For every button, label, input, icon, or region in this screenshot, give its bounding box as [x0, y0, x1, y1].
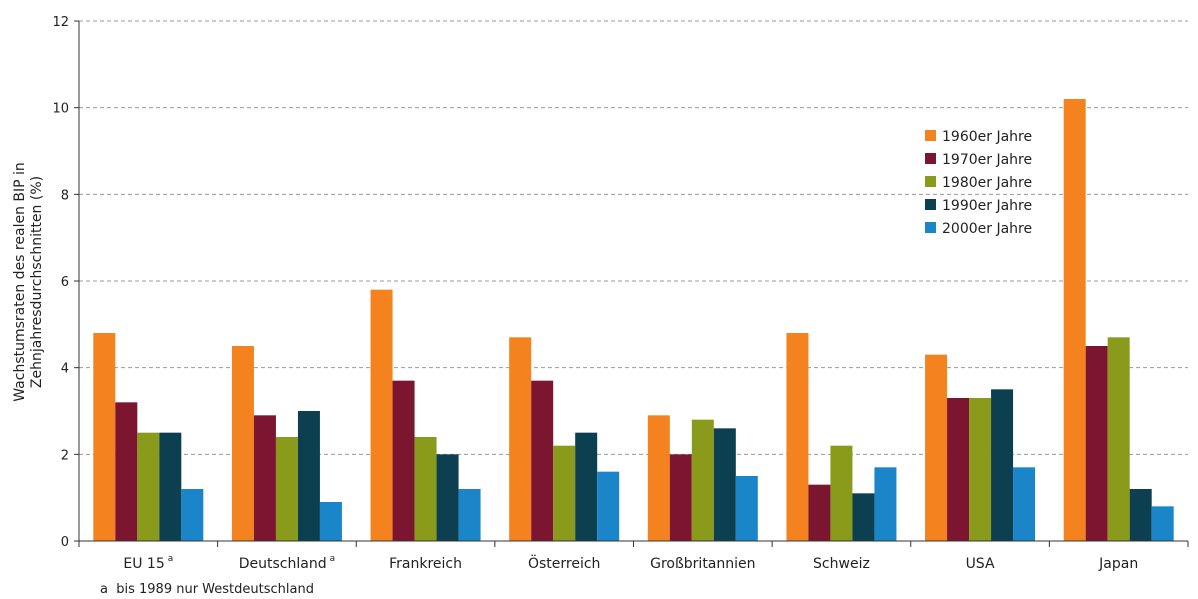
bar-2000er-jahre-5 [874, 467, 897, 541]
bar-2000er-jahre-0 [181, 489, 204, 541]
legend-label: 1990er Jahre [942, 198, 1032, 214]
y-axis-label-line2: Zehnjahresdurchschnitten (%) [29, 176, 45, 388]
legend-swatch [925, 222, 936, 233]
legend-item: 1990er Jahre [925, 198, 1032, 214]
x-category-footnote-marker: a [168, 554, 174, 564]
x-category-name: Großbritannien [650, 556, 755, 572]
y-tick-label: 8 [61, 188, 69, 203]
bar-1970er-jahre-2 [392, 380, 415, 541]
x-category-label: Frankreich [389, 556, 462, 572]
bar-1980er-jahre-2 [414, 437, 437, 541]
bar-1990er-jahre-4 [713, 428, 736, 541]
y-tick-label: 0 [61, 535, 69, 550]
bar-1980er-jahre-1 [275, 437, 298, 541]
bar-1980er-jahre-3 [553, 445, 576, 541]
bar-1970er-jahre-5 [808, 484, 831, 541]
x-category-name: EU 15 [123, 556, 164, 572]
legend-swatch [925, 199, 936, 210]
bar-2000er-jahre-4 [735, 476, 758, 541]
legend-label: 1980er Jahre [942, 175, 1032, 191]
bar-1970er-jahre-6 [947, 398, 970, 541]
bar-1990er-jahre-6 [991, 389, 1014, 541]
legend: 1960er Jahre 1970er Jahre 1980er Jahre 1990… [925, 129, 1032, 237]
legend-swatch [925, 153, 936, 164]
x-category-name: Japan [1098, 556, 1138, 572]
x-category-label: Schweiz [813, 556, 870, 572]
bar-1960er-jahre-3 [509, 337, 532, 541]
x-category-label: USA [966, 556, 995, 572]
x-category-label: Österreich [528, 554, 600, 572]
legend-label: 2000er Jahre [942, 221, 1032, 237]
bar-1990er-jahre-5 [852, 493, 875, 541]
bar-1960er-jahre-6 [925, 354, 948, 541]
legend-item: 1980er Jahre [925, 175, 1032, 191]
x-category-name: Frankreich [389, 556, 462, 572]
legend-label: 1960er Jahre [942, 129, 1032, 145]
bar-1960er-jahre-0 [93, 333, 116, 541]
x-category-footnote-marker: a [330, 554, 336, 564]
bar-1970er-jahre-0 [115, 402, 138, 541]
y-axis-label-line1: Wachstumsraten des realen BIP in [12, 162, 28, 402]
bar-2000er-jahre-3 [597, 471, 620, 541]
bar-1970er-jahre-3 [531, 380, 554, 541]
bar-1970er-jahre-7 [1085, 346, 1108, 541]
bar-1990er-jahre-2 [436, 454, 459, 541]
y-tick-label: 2 [61, 448, 69, 463]
bar-1960er-jahre-5 [786, 333, 809, 541]
y-axis-ticks: 0 2 4 6 8 10 12 [52, 15, 79, 550]
bar-1960er-jahre-2 [370, 289, 393, 541]
legend-label: 1970er Jahre [942, 152, 1032, 168]
x-category-label: Deutschland a [239, 554, 335, 572]
legend-swatch [925, 176, 936, 187]
y-axis-label: Wachstumsraten des realen BIP in Zehnjah… [12, 162, 45, 402]
x-category-name: Schweiz [813, 556, 870, 572]
x-category-name: USA [966, 556, 995, 572]
bar-2000er-jahre-6 [1013, 467, 1036, 541]
y-tick-label: 6 [61, 275, 69, 290]
x-category-label: Japan [1098, 556, 1138, 572]
x-category-label: EU 15 a [123, 554, 173, 572]
bar-1970er-jahre-1 [253, 415, 276, 541]
bar-1990er-jahre-7 [1129, 489, 1152, 541]
bars [93, 99, 1174, 541]
bar-1990er-jahre-3 [575, 432, 598, 541]
bar-1960er-jahre-7 [1063, 99, 1086, 541]
bar-1970er-jahre-4 [669, 454, 692, 541]
bar-1980er-jahre-5 [830, 445, 853, 541]
bar-1990er-jahre-0 [159, 432, 182, 541]
bar-1980er-jahre-4 [691, 419, 714, 541]
y-tick-label: 10 [52, 102, 69, 117]
y-tick-label: 12 [52, 15, 69, 30]
bar-1960er-jahre-4 [647, 415, 670, 541]
bar-2000er-jahre-2 [458, 489, 481, 541]
bar-2000er-jahre-1 [319, 502, 342, 541]
bar-1980er-jahre-0 [137, 432, 160, 541]
x-category-name: Deutschland [239, 556, 327, 572]
legend-item: 1960er Jahre [925, 129, 1032, 145]
legend-item: 2000er Jahre [925, 221, 1032, 237]
bar-1980er-jahre-6 [969, 398, 992, 541]
footnote: a bis 1989 nur Westdeutschland [100, 582, 314, 597]
legend-swatch [925, 130, 936, 141]
bar-1980er-jahre-7 [1107, 337, 1130, 541]
bar-1960er-jahre-1 [231, 346, 254, 541]
y-tick-label: 4 [61, 362, 69, 377]
legend-item: 1970er Jahre [925, 152, 1032, 168]
bar-2000er-jahre-7 [1151, 506, 1174, 541]
x-axis-categories: EU 15 a Deutschland a Frankreich Österreich Gr… [78, 541, 1189, 572]
bar-1990er-jahre-1 [297, 411, 320, 541]
x-category-name: Österreich [528, 554, 600, 572]
x-category-label: Großbritannien [650, 556, 755, 572]
